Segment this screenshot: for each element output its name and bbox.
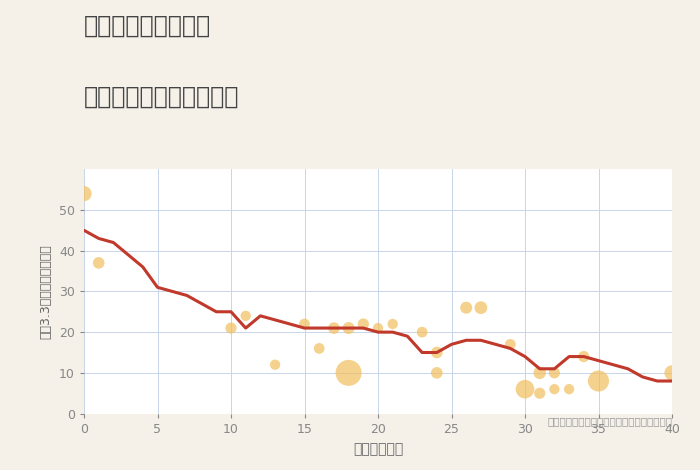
- Text: 福岡県嘉麻市西郷の: 福岡県嘉麻市西郷の: [84, 14, 211, 38]
- Point: [387, 320, 398, 328]
- X-axis label: 築年数（年）: 築年数（年）: [353, 443, 403, 456]
- Point: [431, 349, 442, 356]
- Point: [314, 345, 325, 352]
- Point: [431, 369, 442, 376]
- Point: [372, 324, 384, 332]
- Point: [416, 329, 428, 336]
- Point: [505, 341, 516, 348]
- Point: [270, 361, 281, 368]
- Point: [549, 369, 560, 376]
- Point: [534, 390, 545, 397]
- Point: [666, 369, 678, 376]
- Point: [593, 377, 604, 385]
- Y-axis label: 坪（3.3㎡）単価（万円）: 坪（3.3㎡）単価（万円）: [39, 244, 52, 339]
- Point: [534, 369, 545, 376]
- Point: [225, 324, 237, 332]
- Point: [358, 320, 369, 328]
- Point: [240, 312, 251, 320]
- Point: [461, 304, 472, 312]
- Point: [343, 324, 354, 332]
- Point: [519, 385, 531, 393]
- Point: [549, 385, 560, 393]
- Text: 築年数別中古戸建て価格: 築年数別中古戸建て価格: [84, 85, 239, 109]
- Point: [93, 259, 104, 266]
- Point: [564, 385, 575, 393]
- Point: [578, 353, 589, 360]
- Point: [299, 320, 310, 328]
- Point: [78, 190, 90, 197]
- Point: [475, 304, 486, 312]
- Point: [328, 324, 339, 332]
- Text: 円の大きさは、取引のあった物件面積を示す: 円の大きさは、取引のあった物件面積を示す: [547, 416, 672, 426]
- Point: [343, 369, 354, 376]
